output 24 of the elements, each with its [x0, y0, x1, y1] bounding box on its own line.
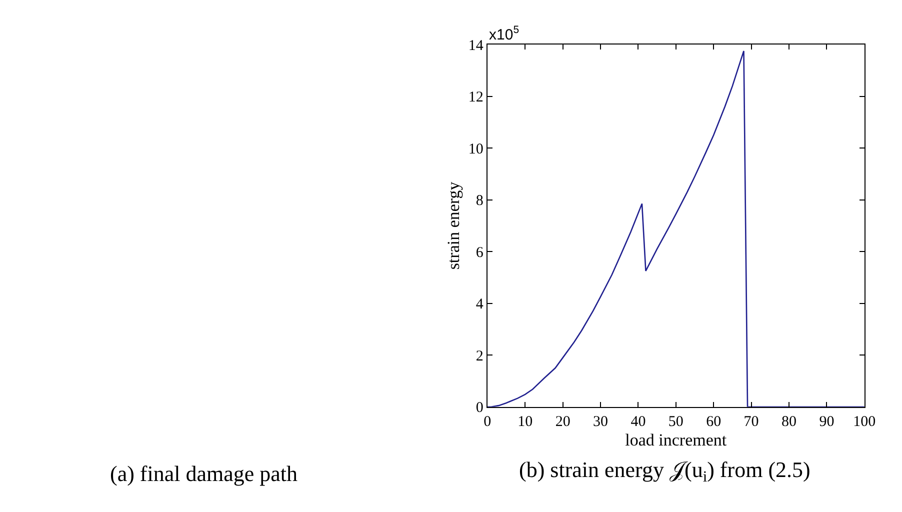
y-tick-label: 14	[468, 38, 484, 54]
y-tick-label: 4	[476, 296, 484, 313]
text: (b) strain energy 𝒥(u$_{i}$) from (2.5)	[519, 457, 810, 486]
text: (a) final damage path	[110, 461, 298, 486]
y-tick-label: 10	[468, 141, 484, 158]
y-tick-label: 0	[476, 400, 484, 416]
y-tick-label: 8	[476, 193, 484, 210]
x-tick-label: 40	[630, 414, 646, 430]
x-tick-label: 60	[706, 414, 722, 430]
x-tick-label: 30	[593, 414, 608, 430]
line-series	[487, 50, 864, 407]
x-tick-label: 80	[781, 414, 796, 430]
text: x10$^{5}$	[489, 24, 520, 44]
x-tick-label: 100	[853, 414, 876, 430]
y-tick-label: 12	[468, 90, 484, 106]
x-tick-label: 10	[518, 414, 533, 430]
x-tick-label: 70	[744, 414, 759, 430]
y-tick-label: 6	[476, 244, 484, 261]
y-tick-label: 2	[476, 348, 484, 364]
x-tick-label: 50	[668, 414, 684, 430]
x-tick-label: 90	[819, 414, 834, 430]
x-axis-title: load increment	[625, 430, 727, 450]
x-tick-label: 20	[555, 414, 570, 430]
y-axis-title: strain energy	[444, 181, 463, 270]
